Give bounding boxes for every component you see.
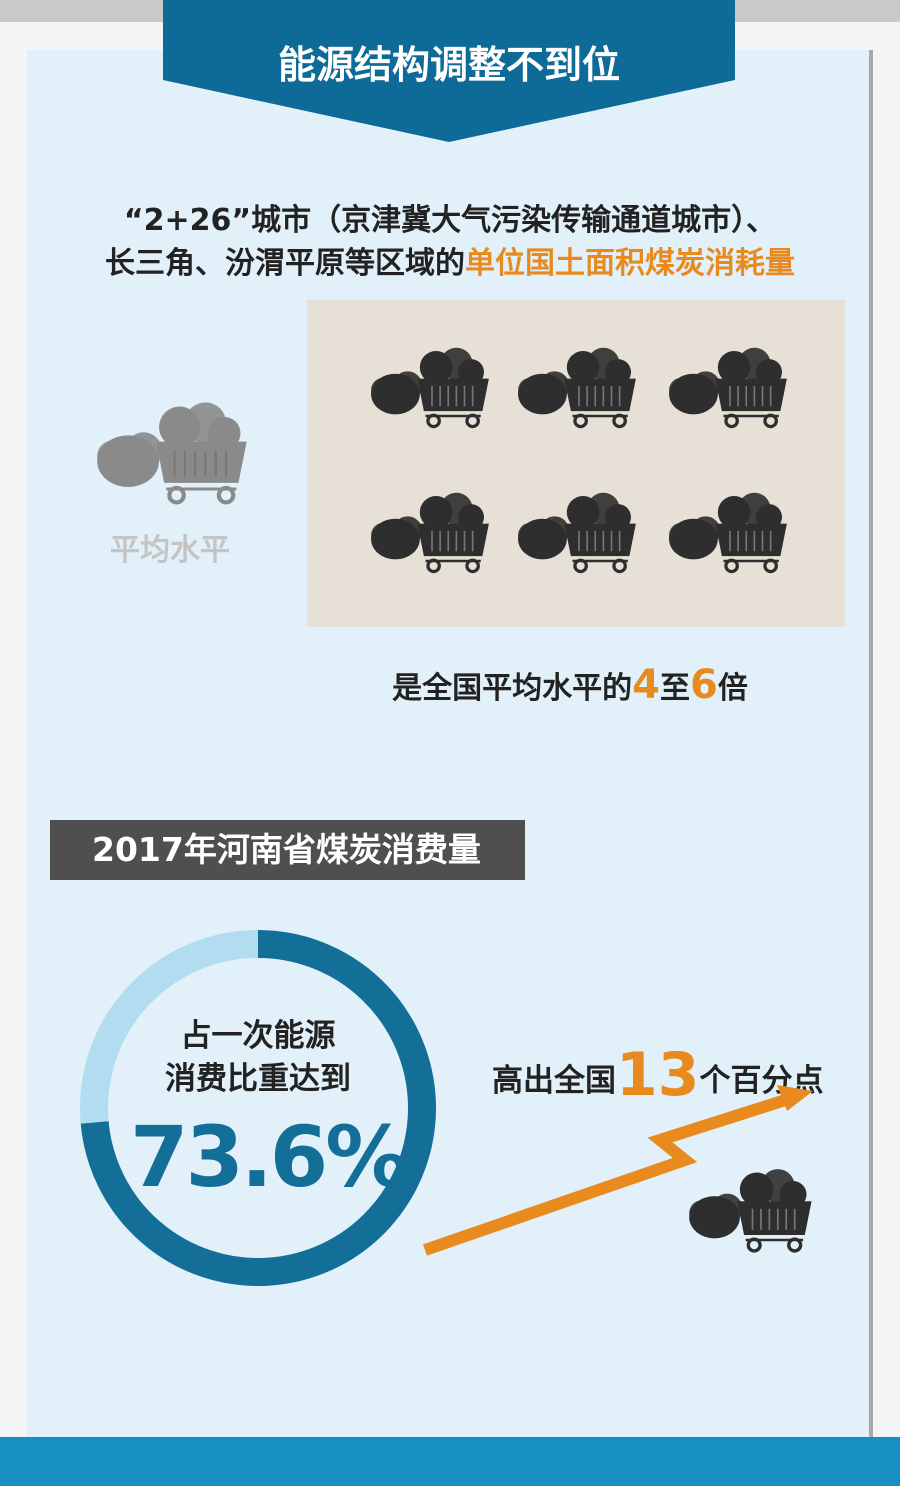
donut-caption-line-2: 消费比重达到	[165, 1061, 351, 1097]
rising-arrow-icon	[423, 1085, 813, 1256]
intro-prefix: 长三角、汾渭平原等区域的	[105, 246, 465, 281]
ratio-low: 4	[632, 662, 660, 708]
page-title: 能源结构调整不到位	[277, 43, 620, 87]
higher-number: 13	[616, 1040, 700, 1110]
section-label: 2017年河南省煤炭消费量	[50, 820, 525, 880]
donut-chart	[80, 930, 436, 1286]
title-banner	[163, 0, 735, 142]
ratio-text: 是全国平均水平的4至6倍	[330, 662, 810, 708]
average-coal-cart-icon	[92, 400, 257, 512]
ratio-mid: 至	[660, 671, 690, 706]
donut-caption: 占一次能源消费比重达到	[130, 1015, 386, 1101]
bottom-bar	[0, 1437, 900, 1486]
coal-cart-icon	[514, 345, 644, 435]
donut-value: 73.6%	[130, 1108, 409, 1206]
coal-cart-icon	[514, 490, 644, 580]
intro-highlight: 单位国土面积煤炭消耗量	[465, 246, 795, 281]
intro-line-2: 长三角、汾渭平原等区域的单位国土面积煤炭消耗量	[40, 238, 860, 282]
coal-comparison-box	[307, 300, 845, 627]
donut-segment-2	[80, 930, 259, 1124]
donut-segment-1	[80, 930, 436, 1286]
coal-cart-icon	[367, 345, 497, 435]
coal-cart-icon	[665, 345, 795, 435]
ratio-prefix: 是全国平均水平的	[392, 671, 633, 706]
intro-line-1: “2+26”城市（京津冀大气污染传输通道城市）、	[123, 203, 777, 238]
ratio-suffix: 倍	[717, 671, 748, 706]
higher-prefix: 高出全国	[492, 1063, 616, 1099]
donut-caption-line-1: 占一次能源	[180, 1018, 336, 1054]
coal-cart-icon	[367, 490, 497, 580]
coal-cart-icon	[685, 1168, 820, 1258]
average-label: 平均水平	[110, 533, 230, 568]
ratio-high: 6	[690, 662, 718, 708]
coal-cart-icon	[665, 490, 795, 580]
